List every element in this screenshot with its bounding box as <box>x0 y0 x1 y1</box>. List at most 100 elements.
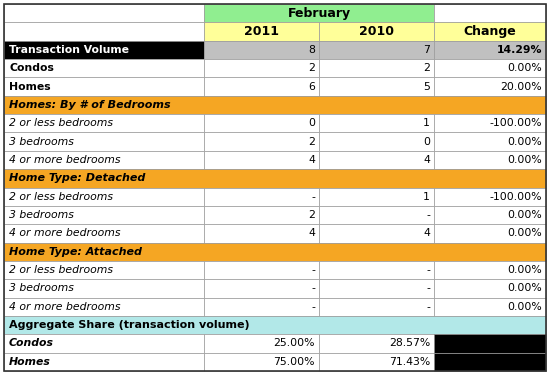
Bar <box>434 151 546 169</box>
Bar <box>434 298 546 316</box>
Bar <box>204 334 319 352</box>
Bar <box>434 224 546 243</box>
Text: 7: 7 <box>423 45 430 55</box>
Bar <box>434 77 546 96</box>
Text: 2: 2 <box>308 210 315 220</box>
Text: 0.00%: 0.00% <box>507 155 542 165</box>
Text: Change: Change <box>464 25 516 38</box>
Bar <box>204 22 319 41</box>
Text: 4: 4 <box>423 155 430 165</box>
Text: 5: 5 <box>423 82 430 92</box>
Text: 4 or more bedrooms: 4 or more bedrooms <box>9 302 120 312</box>
Bar <box>319 22 434 41</box>
Text: 2 or less bedrooms: 2 or less bedrooms <box>9 192 113 202</box>
Text: 28.57%: 28.57% <box>389 339 430 348</box>
Text: -: - <box>426 265 430 275</box>
Text: 3 bedrooms: 3 bedrooms <box>9 136 74 147</box>
Bar <box>319 206 434 224</box>
Text: -: - <box>311 265 315 275</box>
Bar <box>319 151 434 169</box>
Bar <box>434 4 546 22</box>
Bar <box>4 243 546 261</box>
Bar <box>4 224 204 243</box>
Text: 6: 6 <box>308 82 315 92</box>
Text: 14.29%: 14.29% <box>497 45 542 55</box>
Bar <box>204 279 319 298</box>
Text: 71.43%: 71.43% <box>389 357 430 367</box>
Text: -: - <box>311 192 315 202</box>
Bar <box>319 298 434 316</box>
Text: -: - <box>311 284 315 293</box>
Text: 8: 8 <box>308 45 315 55</box>
Bar <box>4 114 204 132</box>
Bar <box>434 59 546 77</box>
Text: 2 or less bedrooms: 2 or less bedrooms <box>9 118 113 128</box>
Bar <box>4 279 204 298</box>
Text: Home Type: Attached: Home Type: Attached <box>9 247 142 257</box>
Bar <box>204 77 319 96</box>
Bar <box>4 169 546 188</box>
Text: -: - <box>426 284 430 293</box>
Bar <box>204 352 319 371</box>
Text: 3 bedrooms: 3 bedrooms <box>9 210 74 220</box>
Bar <box>204 4 434 22</box>
Bar <box>4 41 204 59</box>
Bar <box>434 22 546 41</box>
Text: 0.00%: 0.00% <box>507 284 542 293</box>
Text: Transaction Volume: Transaction Volume <box>9 45 129 55</box>
Text: February: February <box>288 7 350 20</box>
Text: 0.00%: 0.00% <box>507 210 542 220</box>
Text: 0: 0 <box>423 136 430 147</box>
Text: -: - <box>426 210 430 220</box>
Text: 0.00%: 0.00% <box>507 302 542 312</box>
Bar <box>204 41 319 59</box>
Bar <box>4 151 204 169</box>
Text: -100.00%: -100.00% <box>490 118 542 128</box>
Bar <box>4 59 204 77</box>
Text: 1: 1 <box>423 118 430 128</box>
Text: Condos: Condos <box>9 63 54 73</box>
Bar <box>204 206 319 224</box>
Bar <box>319 77 434 96</box>
Bar <box>319 188 434 206</box>
Text: 2010: 2010 <box>359 25 394 38</box>
Bar <box>4 188 204 206</box>
Bar <box>4 96 546 114</box>
Bar <box>434 206 546 224</box>
Bar <box>434 352 546 371</box>
Bar <box>4 132 204 151</box>
Bar <box>4 298 204 316</box>
Bar <box>204 114 319 132</box>
Text: 4: 4 <box>308 155 315 165</box>
Bar <box>4 334 204 352</box>
Bar <box>434 334 546 352</box>
Bar <box>4 261 204 279</box>
Bar <box>319 279 434 298</box>
Text: Homes: Homes <box>9 357 51 367</box>
Text: 0.00%: 0.00% <box>507 63 542 73</box>
Bar <box>434 279 546 298</box>
Text: Condos: Condos <box>9 339 54 348</box>
Text: 0.00%: 0.00% <box>507 136 542 147</box>
Bar <box>4 316 546 334</box>
Bar <box>434 114 546 132</box>
Text: 4: 4 <box>308 228 315 238</box>
Text: 2: 2 <box>308 136 315 147</box>
Text: 20.00%: 20.00% <box>500 82 542 92</box>
Text: Aggregate Share (transaction volume): Aggregate Share (transaction volume) <box>9 320 250 330</box>
Bar <box>319 224 434 243</box>
Text: 2 or less bedrooms: 2 or less bedrooms <box>9 265 113 275</box>
Text: 4 or more bedrooms: 4 or more bedrooms <box>9 228 120 238</box>
Text: Homes: Homes <box>9 82 51 92</box>
Text: 2011: 2011 <box>244 25 279 38</box>
Bar <box>319 114 434 132</box>
Text: -100.00%: -100.00% <box>490 192 542 202</box>
Text: 3 bedrooms: 3 bedrooms <box>9 284 74 293</box>
Bar <box>434 188 546 206</box>
Bar <box>319 261 434 279</box>
Bar <box>319 41 434 59</box>
Bar <box>434 132 546 151</box>
Text: 4: 4 <box>423 228 430 238</box>
Bar <box>204 224 319 243</box>
Text: 2: 2 <box>423 63 430 73</box>
